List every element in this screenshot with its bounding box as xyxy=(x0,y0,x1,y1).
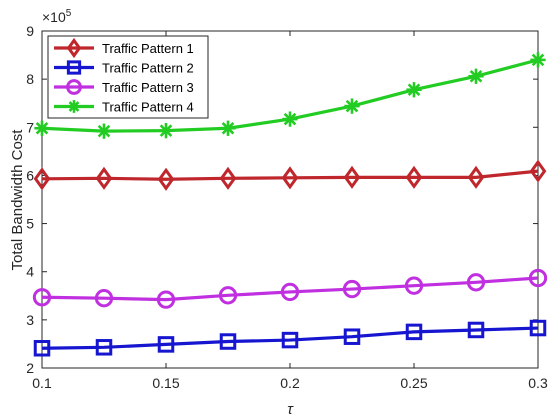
asterisk-stroke xyxy=(531,53,545,67)
legend-swatch-marker xyxy=(66,79,82,95)
y-tick-label: 7 xyxy=(26,119,34,135)
asterisk-stroke xyxy=(68,101,80,112)
y-scale-power: 5 xyxy=(66,8,72,19)
series-2-point xyxy=(343,328,361,345)
asterisk-stroke xyxy=(221,121,235,135)
series-2-point xyxy=(529,319,547,337)
series-4-point xyxy=(282,111,298,127)
asterisk-stroke xyxy=(283,112,297,126)
series-3-line xyxy=(41,276,539,302)
legend-item-1: Traffic Pattern 1 xyxy=(54,37,194,59)
y-tick-label: 9 xyxy=(26,23,34,39)
series-1-point xyxy=(405,165,423,189)
series-3-point xyxy=(342,279,362,299)
series-4 xyxy=(34,52,546,139)
series-2-point xyxy=(467,321,485,339)
axes: 0.1 0.15 0.2 0.25 0.3 2 3 4 5 6 7 8 9 xyxy=(26,23,548,391)
series-1-point xyxy=(33,167,51,191)
y-tick-label: 3 xyxy=(26,312,34,328)
series-2-point xyxy=(33,340,51,357)
y-scale-base: ×10 xyxy=(42,9,66,25)
series-3-point xyxy=(466,273,486,292)
y-axis-label: Total Bandwidth Cost xyxy=(9,129,26,271)
series-1-point xyxy=(95,166,113,190)
series-3-point xyxy=(218,286,238,305)
series-4-point xyxy=(158,123,174,139)
legend-item-4: Traffic Pattern 4 xyxy=(54,100,194,115)
series-4-point xyxy=(468,68,484,84)
y-tick-label: 5 xyxy=(26,216,34,232)
series-4-point xyxy=(220,120,236,136)
series-1-line xyxy=(41,169,539,181)
series-2-line xyxy=(41,326,539,350)
series-1-point xyxy=(343,165,361,189)
legend-label: Traffic Pattern 3 xyxy=(102,80,194,95)
legend-swatch-marker xyxy=(66,37,82,59)
series-3-point xyxy=(94,289,114,308)
series-3-point xyxy=(156,290,176,309)
series-4-point xyxy=(406,82,422,98)
asterisk-stroke xyxy=(345,99,359,113)
series-1 xyxy=(33,159,547,191)
y-tick-label: 6 xyxy=(26,167,34,183)
series-2-point xyxy=(405,323,423,341)
asterisk-stroke xyxy=(97,124,111,138)
y-tick-label: 4 xyxy=(26,264,34,280)
x-tick-label: 0.15 xyxy=(152,375,179,391)
x-tick-label: 0.3 xyxy=(528,375,548,391)
asterisk-stroke xyxy=(159,124,173,137)
series-1-point xyxy=(281,166,299,190)
x-axis-label: τ xyxy=(287,401,294,418)
series-layer xyxy=(32,52,548,357)
legend-swatch-marker xyxy=(67,100,81,113)
series-2-point xyxy=(281,331,299,349)
series-1-point xyxy=(219,166,237,190)
legend-item-2: Traffic Pattern 2 xyxy=(54,60,194,76)
series-1-point xyxy=(467,165,485,189)
x-tick-label: 0.25 xyxy=(400,375,427,391)
series-3 xyxy=(32,268,548,309)
series-3-point xyxy=(404,276,424,295)
x-tick-label: 0.1 xyxy=(32,375,52,391)
legend: Traffic Pattern 1 Traffic Pattern 2 Traffi… xyxy=(47,35,209,119)
series-1-point xyxy=(529,159,547,183)
series-3-point xyxy=(280,282,300,302)
legend-item-3: Traffic Pattern 3 xyxy=(54,79,194,95)
series-2-point xyxy=(219,333,237,350)
series-3-point xyxy=(32,288,52,307)
series-2-point xyxy=(95,339,113,356)
series-1-point xyxy=(157,167,175,191)
legend-label: Traffic Pattern 2 xyxy=(102,61,194,76)
y-scale-exponent: ×105 xyxy=(42,8,72,25)
legend-label: Traffic Pattern 1 xyxy=(102,41,194,56)
series-4-point xyxy=(34,120,50,136)
legend-swatch-marker xyxy=(66,60,82,75)
series-4-point xyxy=(530,52,546,68)
y-tick-label: 2 xyxy=(26,360,34,376)
y-tick-label: 8 xyxy=(26,71,34,87)
series-4-point xyxy=(344,98,360,114)
series-3-point xyxy=(528,268,548,288)
series-4-point xyxy=(96,123,112,139)
x-tick-label: 0.2 xyxy=(280,375,300,391)
legend-label: Traffic Pattern 4 xyxy=(102,100,194,115)
series-2 xyxy=(33,319,547,357)
asterisk-stroke xyxy=(407,83,421,97)
asterisk-stroke xyxy=(469,69,483,83)
asterisk-stroke xyxy=(35,121,49,135)
series-2-point xyxy=(157,336,175,353)
